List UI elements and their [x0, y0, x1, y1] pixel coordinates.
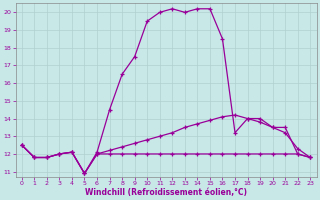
X-axis label: Windchill (Refroidissement éolien,°C): Windchill (Refroidissement éolien,°C)	[85, 188, 247, 197]
